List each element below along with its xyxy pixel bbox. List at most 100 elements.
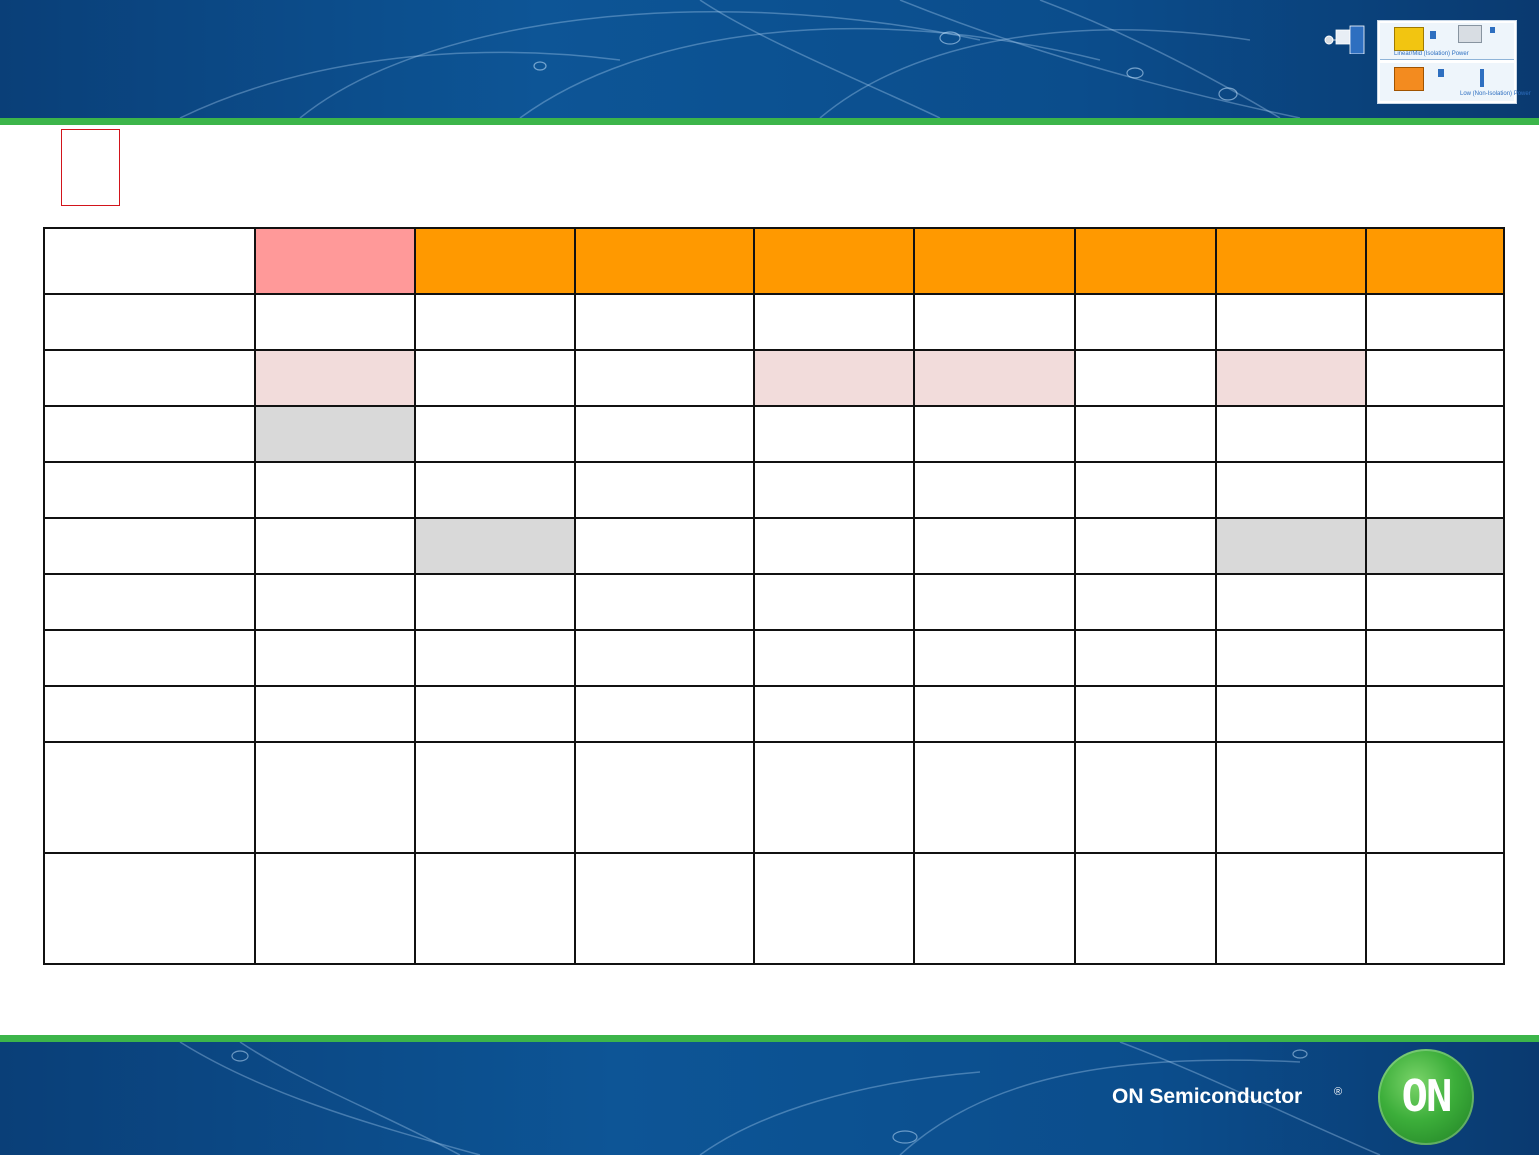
table-cell (574, 629, 755, 687)
header-cell (43, 227, 256, 295)
output-diode-icon (1490, 27, 1495, 33)
table-cell (753, 293, 915, 351)
table-row (43, 349, 1505, 407)
table-cell (414, 852, 576, 965)
circuit-thumbnail: Linear/Mid (Isolation) Power Low (Non-Is… (1322, 8, 1531, 104)
table-cell (1365, 685, 1505, 743)
table-cell (414, 461, 576, 519)
orange-controller-block (1394, 67, 1424, 91)
table-cell (753, 461, 915, 519)
table-cell (1215, 685, 1367, 743)
table-cell (414, 741, 576, 854)
header-cell (1074, 227, 1217, 295)
table-row (43, 293, 1505, 351)
comparison-table (43, 227, 1505, 965)
table-cell (1074, 405, 1217, 463)
table-cell (1365, 573, 1505, 631)
header-cell (1215, 227, 1367, 295)
table-cell (43, 741, 256, 854)
table-cell (574, 293, 755, 351)
table-cell (753, 349, 915, 407)
table-cell (1074, 293, 1217, 351)
table-cell (753, 517, 915, 575)
table-cell (414, 405, 576, 463)
table-cell (1215, 349, 1367, 407)
table-cell (1215, 293, 1367, 351)
table-cell (913, 685, 1076, 743)
table-cell (1215, 461, 1367, 519)
table-cell (1365, 349, 1505, 407)
header-cell (753, 227, 915, 295)
table-cell (913, 629, 1076, 687)
table-cell (1074, 349, 1217, 407)
table-cell (1215, 852, 1367, 965)
table-cell (43, 629, 256, 687)
title-placeholder-box (61, 129, 120, 206)
table-cell (1074, 573, 1217, 631)
footer-accent-line (0, 1035, 1539, 1042)
table-cell (43, 293, 256, 351)
footer-banner (0, 1042, 1539, 1155)
header-cell (254, 227, 416, 295)
header-cell (574, 227, 755, 295)
table-row (43, 405, 1505, 463)
table-cell (43, 461, 256, 519)
table-cell (913, 349, 1076, 407)
table-cell (1074, 852, 1217, 965)
table-cell (913, 405, 1076, 463)
table-cell (1365, 461, 1505, 519)
header-cell (913, 227, 1076, 295)
thumbnail-diagram: Linear/Mid (Isolation) Power Low (Non-Is… (1377, 20, 1531, 104)
table-cell (1365, 405, 1505, 463)
brand-name: ON Semiconductor (1112, 1085, 1303, 1108)
table-row (43, 852, 1505, 965)
table-cell (254, 405, 416, 463)
output-stage-block (1458, 25, 1482, 43)
table-cell (414, 293, 576, 351)
table-cell (574, 405, 755, 463)
table-cell (414, 573, 576, 631)
header-banner: Linear/Mid (Isolation) Power Low (Non-Is… (0, 0, 1539, 118)
table-cell (913, 852, 1076, 965)
switch-icon (1438, 69, 1444, 77)
table-cell (913, 573, 1076, 631)
table-cell (1074, 685, 1217, 743)
table-cell (574, 852, 755, 965)
logo-text: ON (1401, 1071, 1453, 1122)
table-cell (574, 741, 755, 854)
inductor-icon (1480, 69, 1484, 87)
table-row (43, 573, 1505, 631)
table-cell (43, 573, 256, 631)
table-cell (913, 517, 1076, 575)
table-cell (753, 852, 915, 965)
yellow-controller-block (1394, 27, 1424, 51)
table-cell (913, 293, 1076, 351)
table-cell (254, 293, 416, 351)
table-cell (1215, 629, 1367, 687)
table-cell (574, 349, 755, 407)
header-cell (414, 227, 576, 295)
table-cell (1074, 741, 1217, 854)
table-cell (254, 629, 416, 687)
table-cell (414, 685, 576, 743)
table-cell (753, 741, 915, 854)
table-cell (414, 629, 576, 687)
table-cell (43, 517, 256, 575)
table-cell (254, 852, 416, 965)
table-cell (43, 405, 256, 463)
table-cell (1365, 741, 1505, 854)
table-cell (254, 685, 416, 743)
table-cell (1074, 461, 1217, 519)
header-cell (1365, 227, 1505, 295)
footer-swirl-graphic (179, 1042, 1381, 1155)
table-cell (254, 573, 416, 631)
table-cell (1074, 517, 1217, 575)
header-accent-line (0, 118, 1539, 125)
table-cell (1215, 405, 1367, 463)
table-cell (753, 685, 915, 743)
table-cell (254, 741, 416, 854)
table-row (43, 517, 1505, 575)
table-cell (574, 573, 755, 631)
table-cell (1365, 852, 1505, 965)
table-cell (43, 852, 256, 965)
